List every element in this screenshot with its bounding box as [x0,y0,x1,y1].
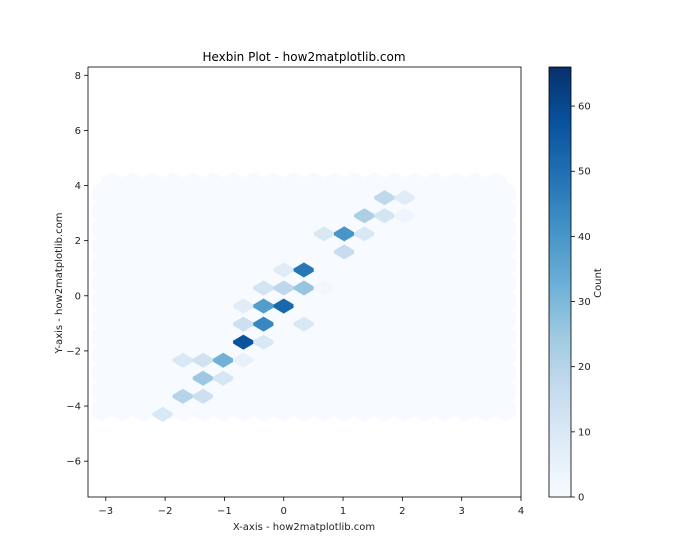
colorbar-tick-label: 30 [578,297,591,308]
hex-cell [485,171,506,197]
y-tick-label: −2 [66,346,81,357]
colorbar-label: Count [593,268,604,298]
y-axis-ticks: −6 −4 −2 0 2 4 6 8 [66,71,88,468]
colorbar [548,66,572,498]
x-tick-label: −1 [217,506,232,517]
colorbar-tick-label: 20 [578,362,591,373]
colorbar-tick-label: 0 [578,493,584,504]
plot-frame [87,66,522,498]
y-axis-label: Y-axis - how2matplotlib.com [54,213,65,355]
y-tick-label: 0 [75,291,81,302]
x-tick-label: 3 [458,506,464,517]
x-tick-label: 4 [518,506,524,517]
x-tick-label: −2 [158,506,173,517]
y-tick-label: 4 [75,181,81,192]
hex-cells [91,171,516,422]
colorbar-tick-label: 50 [578,167,591,178]
x-tick-label: 1 [340,506,346,517]
colorbar-tick-label: 60 [578,102,591,113]
y-tick-label: −4 [66,402,81,413]
x-axis-ticks: −3 −2 −1 0 1 2 3 4 [98,497,524,517]
x-tick-label: 0 [281,506,287,517]
y-tick-label: 6 [75,126,81,137]
y-tick-label: 2 [75,236,81,247]
x-axis-label: X-axis - how2matplotlib.com [233,522,375,533]
chart-title: Hexbin Plot - how2matplotlib.com [202,50,405,64]
x-tick-label: 2 [399,506,405,517]
x-tick-label: −3 [98,506,113,517]
y-tick-label: 8 [75,71,81,82]
y-tick-label: −6 [66,457,81,468]
colorbar-tick-label: 10 [578,427,591,438]
colorbar-ticks: 0 10 20 30 40 50 60 [571,102,591,504]
colorbar-tick-label: 40 [578,232,591,243]
